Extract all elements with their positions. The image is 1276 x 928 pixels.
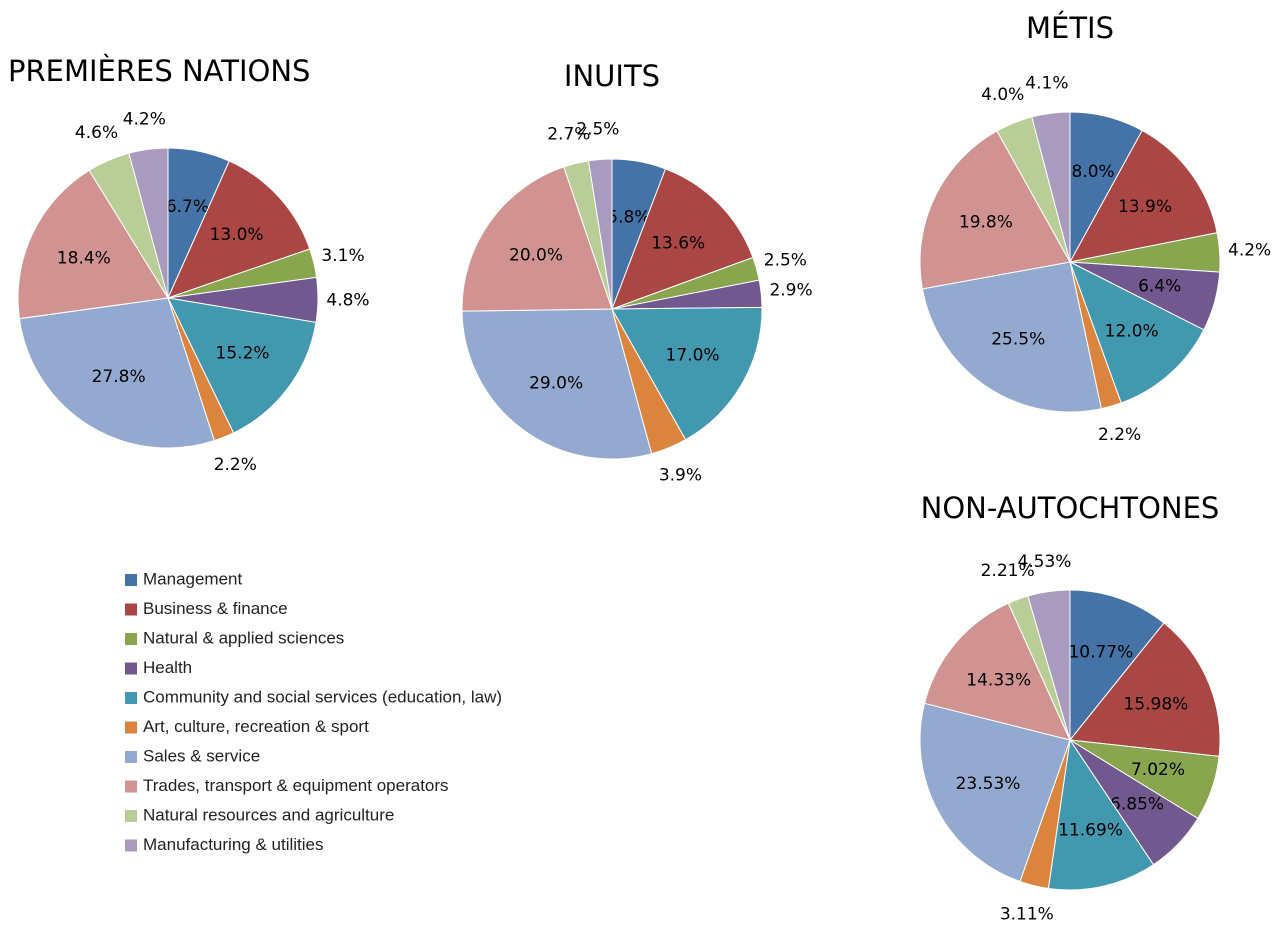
chart-title: PREMIÈRES NATIONS xyxy=(8,54,310,88)
data-label: 6.85% xyxy=(1110,794,1164,814)
pie-slice xyxy=(167,160,311,299)
data-label: 13.9% xyxy=(1118,197,1172,217)
pie-slice xyxy=(1047,738,1155,891)
pie-slice xyxy=(461,308,653,460)
legend-swatch xyxy=(125,692,137,704)
legend-swatch xyxy=(125,751,137,763)
data-label: 14.33% xyxy=(966,670,1031,690)
data-label: 27.8% xyxy=(92,367,146,387)
data-label: 3.11% xyxy=(1000,905,1054,925)
pie-slice xyxy=(1031,111,1071,263)
data-label: 13.0% xyxy=(210,225,264,245)
data-label: 25.5% xyxy=(991,329,1045,349)
data-label: 20.0% xyxy=(509,245,563,265)
data-label: 4.53% xyxy=(1017,552,1071,572)
chart-title: INUITS xyxy=(564,59,660,93)
data-label: 3.9% xyxy=(659,465,702,485)
legend-swatch xyxy=(125,810,137,822)
data-label: 10.77% xyxy=(1068,642,1133,662)
data-label: 2.7% xyxy=(547,124,590,144)
data-label: 12.0% xyxy=(1105,322,1159,342)
pie-slice xyxy=(1069,129,1218,263)
data-label: 2.9% xyxy=(769,281,812,301)
legend-swatch xyxy=(125,780,137,793)
legend-swatch xyxy=(125,633,137,645)
pie-slice xyxy=(461,166,613,312)
legend-label: Natural & applied sciences xyxy=(143,628,344,647)
chart-title: MÉTIS xyxy=(1026,11,1114,45)
legend-label: Manufacturing & utilities xyxy=(143,835,323,854)
legend-swatch xyxy=(125,662,137,675)
data-label: 6.4% xyxy=(1138,277,1181,297)
legend-swatch xyxy=(125,839,137,852)
pie-slice xyxy=(1069,260,1205,404)
data-label: 15.2% xyxy=(216,344,270,364)
legend-label: Health xyxy=(143,658,192,677)
data-label: 3.1% xyxy=(321,246,364,266)
data-label: 15.98% xyxy=(1124,694,1189,714)
pie-slice xyxy=(923,602,1071,741)
legend-label: Sales & service xyxy=(143,746,260,765)
data-label: 2.2% xyxy=(214,455,257,475)
data-label: 4.2% xyxy=(1228,240,1271,260)
data-label: 4.6% xyxy=(75,123,118,143)
legend-swatch xyxy=(125,574,137,586)
data-label: 2.5% xyxy=(576,120,619,140)
data-label: 19.8% xyxy=(959,212,1013,232)
pie-slice xyxy=(167,297,317,434)
data-label: 8.0% xyxy=(1072,162,1115,182)
data-label: 2.21% xyxy=(981,561,1035,581)
data-label: 17.0% xyxy=(666,346,720,366)
data-label: 13.6% xyxy=(651,234,705,254)
pie-slice xyxy=(1069,589,1165,742)
pie-slice xyxy=(611,306,763,441)
data-label: 11.69% xyxy=(1058,821,1123,841)
data-label: 18.4% xyxy=(57,248,111,268)
pie-slice xyxy=(921,261,1102,413)
data-label: 4.8% xyxy=(326,290,369,310)
pie-slice xyxy=(919,702,1071,883)
data-label: 4.0% xyxy=(981,85,1024,105)
pie-slice xyxy=(611,168,754,310)
pie-slice xyxy=(1069,622,1221,757)
data-label: 4.1% xyxy=(1025,73,1068,93)
legend-swatch xyxy=(125,721,137,734)
legend-label: Management xyxy=(143,569,243,588)
legend-label: Community and social services (education… xyxy=(143,687,502,706)
pie-slice xyxy=(17,169,169,320)
legend-label: Trades, transport & equipment operators xyxy=(143,776,449,795)
data-label: 5.8% xyxy=(607,208,650,228)
data-label: 23.53% xyxy=(956,774,1021,794)
legend-label: Business & finance xyxy=(143,599,288,618)
data-label: 4.2% xyxy=(123,110,166,130)
data-label: 2.2% xyxy=(1098,425,1141,445)
data-label: 29.0% xyxy=(529,373,583,393)
pie-slice xyxy=(128,147,169,299)
data-label: 7.02% xyxy=(1131,760,1185,780)
data-label: 6.7% xyxy=(166,197,209,217)
legend-label: Art, culture, recreation & sport xyxy=(143,717,369,736)
chart-title: NON-AUTOCHTONES xyxy=(921,491,1220,525)
pie-slice xyxy=(919,130,1071,290)
pie-slice xyxy=(1027,589,1071,741)
pie-slice xyxy=(18,297,215,449)
legend-label: Natural resources and agriculture xyxy=(143,805,394,824)
legend-swatch xyxy=(125,603,137,616)
pie-slice xyxy=(587,158,613,310)
data-label: 2.5% xyxy=(764,251,807,271)
